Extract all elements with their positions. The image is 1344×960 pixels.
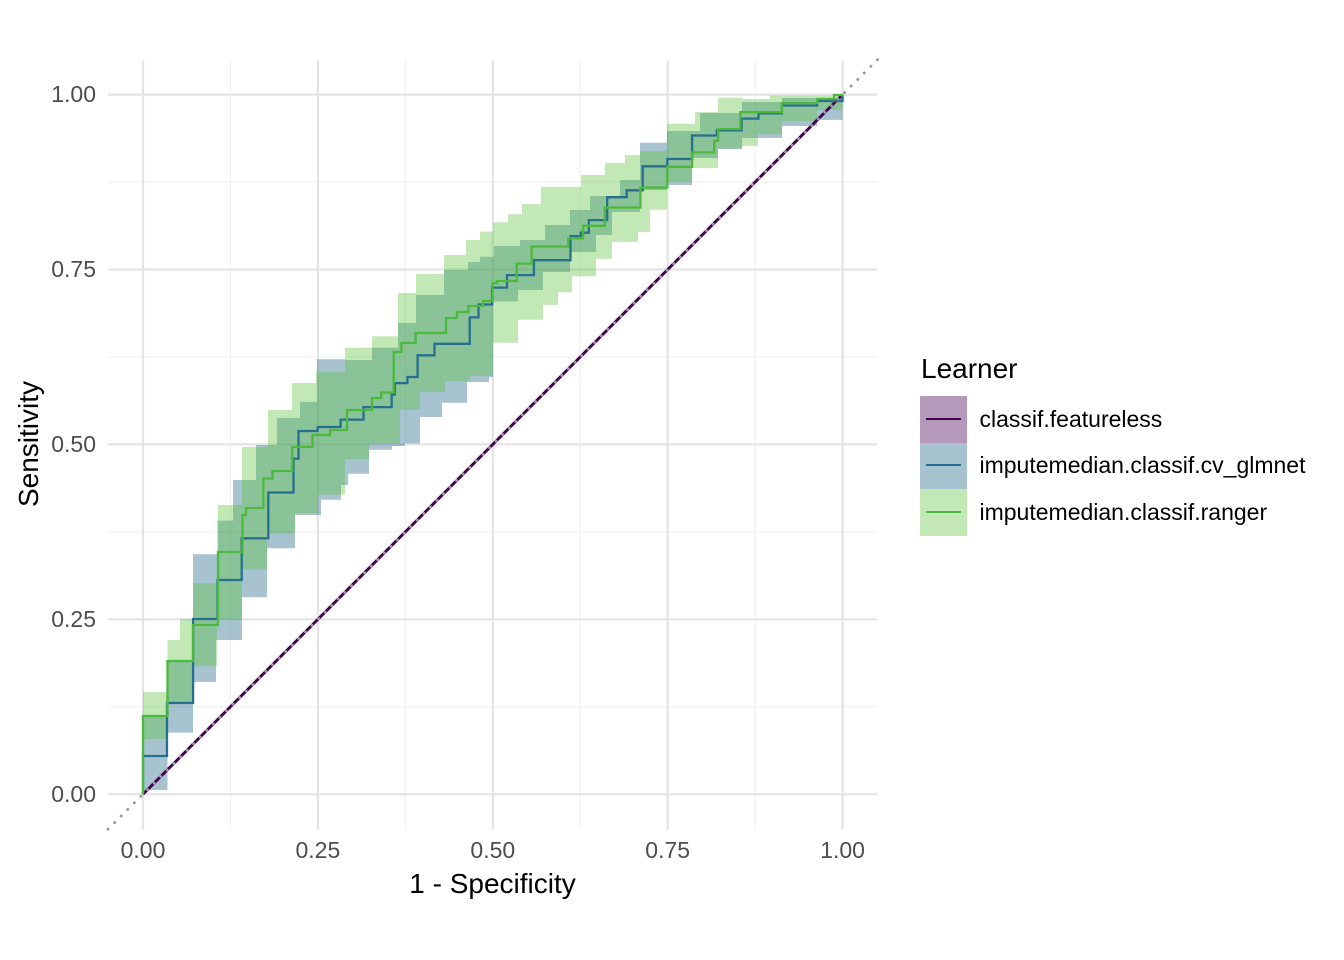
x-axis-title: 1 - Specificity — [409, 868, 576, 899]
legend-entry-label: imputemedian.classif.cv_glmnet — [979, 452, 1306, 479]
legend-entry: classif.featureless — [920, 396, 1305, 443]
roc-line-ranger — [141, 93, 844, 795]
legend-key-swatch — [920, 442, 967, 489]
x-tick-label: 0.00 — [120, 837, 166, 863]
x-tick-label: 1.00 — [820, 837, 865, 863]
legend-key-line — [926, 510, 961, 513]
y-tick-label: 0.25 — [51, 605, 96, 632]
x-tick-label: 0.75 — [645, 837, 691, 863]
legend-entry: imputemedian.classif.ranger — [920, 489, 1305, 536]
y-axis-title: Sensitivity — [13, 380, 44, 508]
legend-entry-label: imputemedian.classif.ranger — [979, 498, 1268, 525]
y-tick-label: 0.00 — [51, 780, 96, 807]
legend-key-swatch — [920, 396, 967, 443]
roc-line-cv_glmnet — [141, 94, 844, 795]
x-tick-label: 0.50 — [470, 837, 516, 863]
ribbon-cv_glmnet — [143, 94, 843, 791]
legend-key-swatch — [920, 489, 967, 536]
legend-entry-label: classif.featureless — [979, 405, 1163, 432]
legend-title: Learner — [921, 353, 1018, 384]
legend: Learner classif.featureless imputemedian.… — [920, 355, 1305, 536]
y-tick-label: 1.00 — [51, 81, 96, 108]
legend-entry: imputemedian.classif.cv_glmnet — [920, 442, 1306, 489]
y-tick-label: 0.50 — [51, 430, 96, 457]
legend-key-line — [926, 417, 961, 420]
ribbon-ranger — [143, 94, 843, 740]
legend-entries: classif.featureless imputemedian.classif.… — [920, 396, 1305, 536]
y-tick-label: 0.75 — [51, 256, 96, 282]
legend-key-line — [926, 464, 961, 467]
x-tick-label: 0.25 — [295, 837, 341, 863]
